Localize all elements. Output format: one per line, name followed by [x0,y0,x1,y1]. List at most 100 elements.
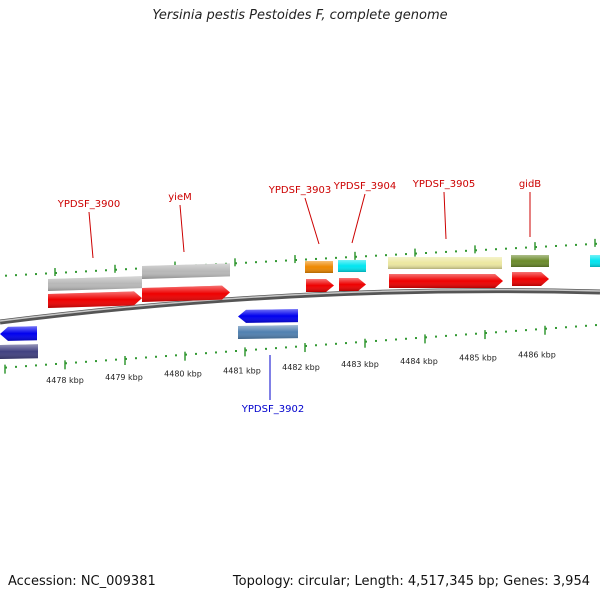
tick-dot [365,340,367,343]
tick-dot [265,260,267,263]
leader-line [179,204,185,253]
feature-ypdsf3905-arrow[interactable] [389,274,503,288]
ruler-label: 4478 kbp [46,376,84,385]
gene-label-1[interactable]: yieM [168,192,191,203]
tick-dot [285,346,287,349]
feature-gidb-arrow[interactable] [512,272,549,286]
tick-dot [575,243,577,246]
feature-gidb-box[interactable] [511,255,549,267]
feature-ypdsf3903-box-shade [305,261,333,273]
tick-dot [5,366,7,369]
feature-gidb-box-shade [511,255,549,267]
tick-dot [115,358,117,361]
ruler-label: 4484 kbp [400,357,438,366]
feature-ypdsf3900-arrow[interactable] [48,291,142,308]
feature-ypdsf3900-box-shade [48,276,142,291]
feature-track [0,255,600,359]
tick-dot [105,269,107,272]
tick-dot [465,333,467,336]
tick-dot [445,250,447,253]
tick-dot [555,244,557,247]
tick-dot [375,254,377,257]
tick-dot [355,255,357,258]
tick-dot [55,362,57,365]
tick-dot [255,261,257,264]
tick-dot [175,354,177,357]
feature-ypdsf3902-arrow[interactable] [238,309,298,323]
tick-dot [485,248,487,251]
genome-backbone [0,288,600,325]
tick-dot [35,364,37,367]
tick-dot [415,252,417,255]
tick-dot [475,332,477,335]
feature-yiem-box[interactable] [142,263,230,279]
ruler-label: 4480 kbp [164,370,202,379]
feature-ypdsf3904-arrow-shade [339,278,366,291]
tick-dot [15,365,17,368]
tick-dot [225,350,227,353]
feature-left-blue-arrow[interactable] [0,326,37,341]
feature-yiem-arrow[interactable] [142,285,230,302]
tick-dot [165,355,167,358]
tick-dot [515,247,517,250]
feature-ypdsf3905-box-shade [388,257,502,269]
tick-dot [365,255,367,258]
tick-dot [15,274,17,277]
gene-label-4[interactable]: YPDSF_3905 [412,179,475,190]
ruler-label: 4481 kbp [223,366,261,375]
feature-yiem-box-shade [142,263,230,279]
tick-dot [395,338,397,341]
feature-ypdsf3903-arrow[interactable] [306,279,334,292]
tick-dot [405,253,407,256]
feature-ypdsf3904-arrow[interactable] [339,278,366,291]
tick-dot [125,268,127,271]
feature-left-slate-box[interactable] [0,344,38,359]
feature-left-slate-box-shade [0,344,38,359]
tick-dot [565,326,567,329]
tick-dot [185,353,187,356]
feature-ypdsf3903-box[interactable] [305,261,333,273]
tick-dot [115,268,117,271]
gene-label-2[interactable]: YPDSF_3903 [268,185,331,196]
tick-dot [515,329,517,332]
tick-dot [65,362,67,365]
tick-dot [125,357,127,360]
gene-label-6[interactable]: YPDSF_3902 [241,404,304,415]
tick-dot [465,249,467,252]
tick-dot [45,363,47,366]
tick-dot [135,267,137,270]
feature-edge-box[interactable] [590,255,600,267]
tick-dot [535,246,537,249]
tick-dot [25,273,27,276]
feature-ypdsf3904-box-shade [338,260,366,272]
tick-dot [335,342,337,345]
tick-dot [215,351,217,354]
tick-dot [575,325,577,328]
feature-ypdsf3902-box[interactable] [238,325,298,339]
genome-backbone-highlight [0,288,600,322]
feature-ypdsf3900-box[interactable] [48,276,142,291]
feature-ypdsf3904-box[interactable] [338,260,366,272]
tick-dot [595,242,597,245]
tick-dot [245,349,247,352]
tick-dot [345,256,347,259]
feature-ypdsf3905-box[interactable] [388,257,502,269]
gene-label-3[interactable]: YPDSF_3904 [333,181,396,192]
ruler-label: 4485 kbp [459,354,497,363]
tick-dot [75,270,77,273]
label-leaders [88,191,531,400]
leader-line [443,191,447,240]
tick-dot [75,361,77,364]
gene-label-0[interactable]: YPDSF_3900 [57,199,120,210]
tick-dot [525,329,527,332]
tick-dot [345,342,347,345]
gene-label-5[interactable]: gidB [519,179,541,190]
tick-dot [45,272,47,275]
tick-dot [505,330,507,333]
tick-dot [235,350,237,353]
tick-dot [195,352,197,355]
tick-dot [455,250,457,253]
feature-ypdsf3903-arrow-shade [306,279,334,292]
tick-dot [65,271,67,274]
